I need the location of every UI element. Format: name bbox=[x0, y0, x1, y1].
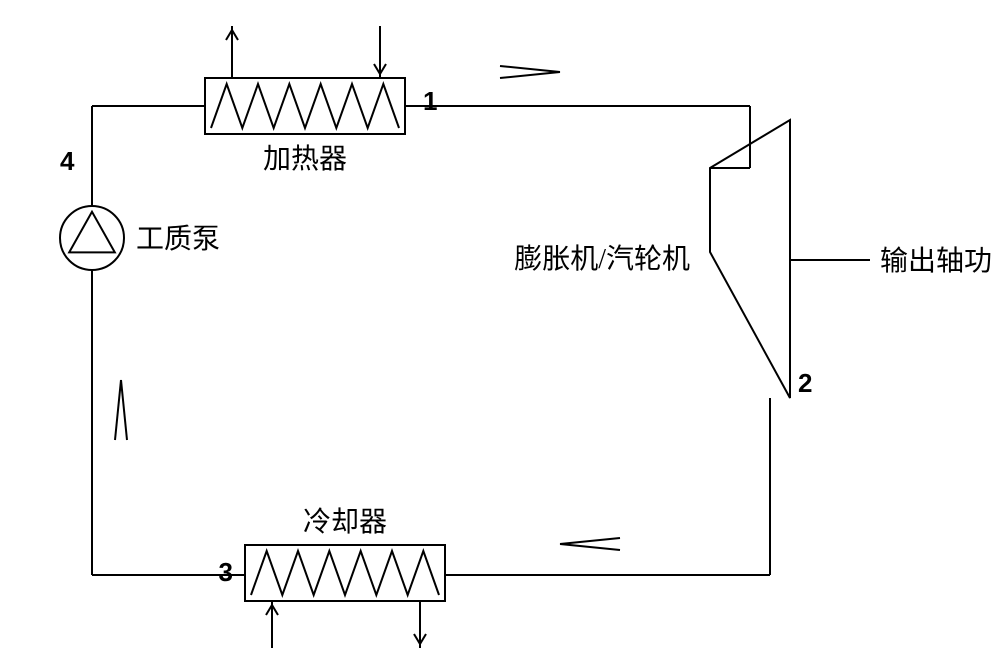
state-1: 1 bbox=[423, 86, 437, 116]
state-3: 3 bbox=[219, 557, 233, 587]
pump-label: 工质泵 bbox=[136, 223, 220, 255]
pump bbox=[60, 206, 124, 270]
heater bbox=[205, 78, 405, 134]
heater-label: 加热器 bbox=[263, 143, 347, 175]
output-label: 输出轴功 bbox=[880, 245, 992, 277]
cooler-label: 冷却器 bbox=[303, 506, 387, 538]
cooler bbox=[245, 545, 445, 601]
state-4: 4 bbox=[60, 146, 75, 176]
turbine-label: 膨胀机/汽轮机 bbox=[514, 243, 690, 275]
state-2: 2 bbox=[798, 368, 812, 398]
